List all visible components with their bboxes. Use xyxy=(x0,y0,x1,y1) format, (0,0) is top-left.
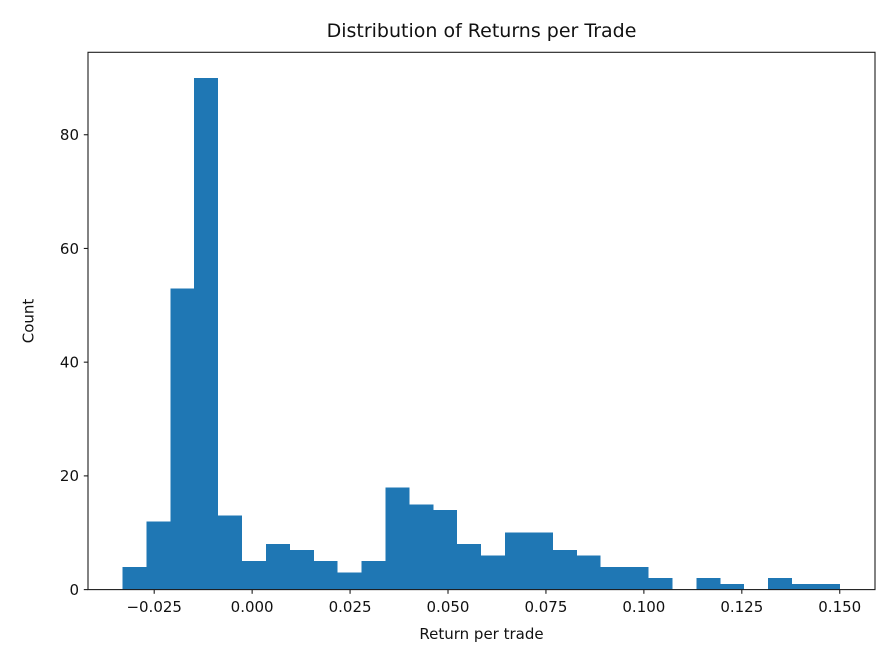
histogram-bar xyxy=(122,566,147,590)
x-tick-label: 0.050 xyxy=(427,598,470,616)
histogram-bar xyxy=(624,566,649,590)
histogram-bar xyxy=(242,561,266,590)
x-axis-label: Return per trade xyxy=(419,625,544,643)
histogram-bar xyxy=(194,77,219,590)
histogram-bar xyxy=(170,288,195,590)
histogram-bar xyxy=(791,583,816,590)
histogram-bar xyxy=(385,487,410,590)
x-tick-label: 0.025 xyxy=(329,598,372,616)
y-tick-label: 40 xyxy=(60,353,79,371)
histogram-bar xyxy=(289,549,314,590)
histogram-bar xyxy=(505,532,529,590)
x-tick-label: 0.000 xyxy=(231,598,274,616)
histogram-bar xyxy=(576,555,601,590)
histogram-bar xyxy=(313,561,338,590)
histogram-bar xyxy=(768,578,792,590)
histogram-bar xyxy=(552,549,577,590)
histogram-bar xyxy=(409,504,434,590)
histogram-bar xyxy=(481,555,506,590)
x-tick-label: −0.025 xyxy=(126,598,182,616)
histogram-bar xyxy=(265,544,290,590)
histogram-bar xyxy=(218,515,243,590)
y-tick-label: 80 xyxy=(60,126,79,144)
histogram-bar xyxy=(528,532,553,590)
histogram-bar xyxy=(361,561,386,590)
y-axis-ticks: 0 20 40 60 80 xyxy=(60,126,88,599)
y-axis-label: Count xyxy=(19,298,38,344)
y-tick-label: 20 xyxy=(60,467,79,485)
x-tick-label: 0.125 xyxy=(720,598,763,616)
histogram-bar xyxy=(433,510,458,590)
plot-spines xyxy=(87,51,876,591)
x-tick-label: 0.100 xyxy=(622,598,665,616)
histogram-bar xyxy=(720,583,745,590)
chart-title: Distribution of Returns per Trade xyxy=(326,20,637,42)
histogram-bar xyxy=(696,578,721,590)
histogram-bar xyxy=(600,566,625,590)
x-tick-label: 0.150 xyxy=(818,598,861,616)
histogram-bar xyxy=(815,583,840,590)
histogram-bar xyxy=(648,578,673,590)
histogram-bars xyxy=(122,77,840,590)
histogram-bar xyxy=(337,572,362,590)
histogram-bar xyxy=(457,544,482,590)
y-tick-label: 0 xyxy=(69,581,79,599)
plot-border xyxy=(87,51,876,591)
histogram-bar xyxy=(146,521,171,590)
x-tick-label: 0.075 xyxy=(524,598,567,616)
x-axis-ticks: −0.025 0.000 0.025 0.050 0.075 0.100 0.125 0.15… xyxy=(126,589,861,616)
y-tick-label: 60 xyxy=(60,240,79,258)
